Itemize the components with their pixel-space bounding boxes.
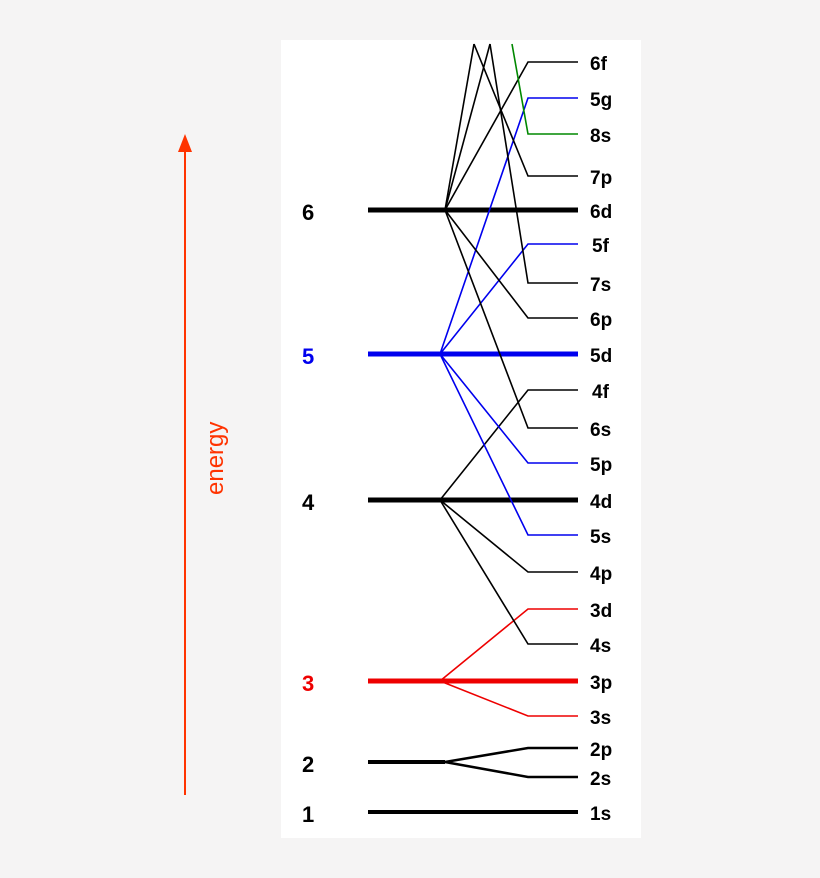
subshell-label-4d: 4d (590, 492, 612, 513)
connector-3d (439, 608, 578, 682)
subshell-label-5g: 5g (590, 90, 612, 111)
subshell-label-6d: 6d (590, 202, 612, 223)
connector-2p (444, 746, 578, 764)
arrow-head-icon (178, 134, 192, 152)
subshell-label-4f: 4f (592, 382, 610, 403)
shell-1-label: 1 (302, 802, 314, 827)
subshell-label-4s: 4s (590, 636, 611, 657)
subshell-label-3d: 3d (590, 601, 612, 622)
connector-7p (473, 43, 578, 177)
subshell-label-4p: 4p (590, 564, 612, 585)
shell-6-label: 6 (302, 200, 314, 225)
subshell-label-5d: 5d (590, 346, 612, 367)
connector-4p (439, 499, 578, 573)
connector-2s (444, 760, 578, 779)
subshell-label-7s: 7s (590, 275, 611, 296)
shell-3-label: 3 (302, 671, 314, 696)
connector-5p (439, 353, 578, 464)
connector-5f (439, 243, 578, 355)
subshell-label-7p: 7p (590, 168, 612, 189)
connector-7-up-a (444, 43, 475, 211)
connector-4s (439, 499, 578, 645)
connector-5g (439, 97, 578, 355)
connector-3s (439, 680, 578, 717)
subshell-label-6p: 6p (590, 310, 612, 331)
connector-4f (439, 389, 578, 501)
subshell-label-2s: 2s (590, 769, 611, 790)
connector-5s (439, 353, 578, 536)
subshell-label-5s: 5s (590, 527, 611, 548)
subshell-label-6s: 6s (590, 420, 611, 441)
shell-5-label: 5 (302, 344, 314, 369)
connector-6s (444, 209, 578, 429)
subshell-label-5f: 5f (592, 236, 610, 257)
subshell-label-2p: 2p (590, 740, 612, 761)
connector-6p (444, 209, 578, 319)
subshell-label-3s: 3s (590, 708, 611, 729)
connector-7s (489, 43, 578, 284)
connector-7-up-b (444, 43, 491, 211)
connector-6f (444, 61, 578, 211)
shell-4-label: 4 (302, 490, 315, 515)
subshell-label-8s: 8s (590, 126, 611, 147)
subshell-label-1s: 1s (590, 804, 611, 825)
subshell-label-3p: 3p (590, 673, 612, 694)
subshell-label-5p: 5p (590, 455, 612, 476)
diagram-panel (281, 40, 641, 838)
subshell-label-6f: 6f (590, 54, 608, 75)
shell-2-label: 2 (302, 752, 314, 777)
energy-arrow (178, 134, 192, 795)
connector-8s (511, 43, 578, 135)
energy-label: energy (202, 422, 229, 495)
